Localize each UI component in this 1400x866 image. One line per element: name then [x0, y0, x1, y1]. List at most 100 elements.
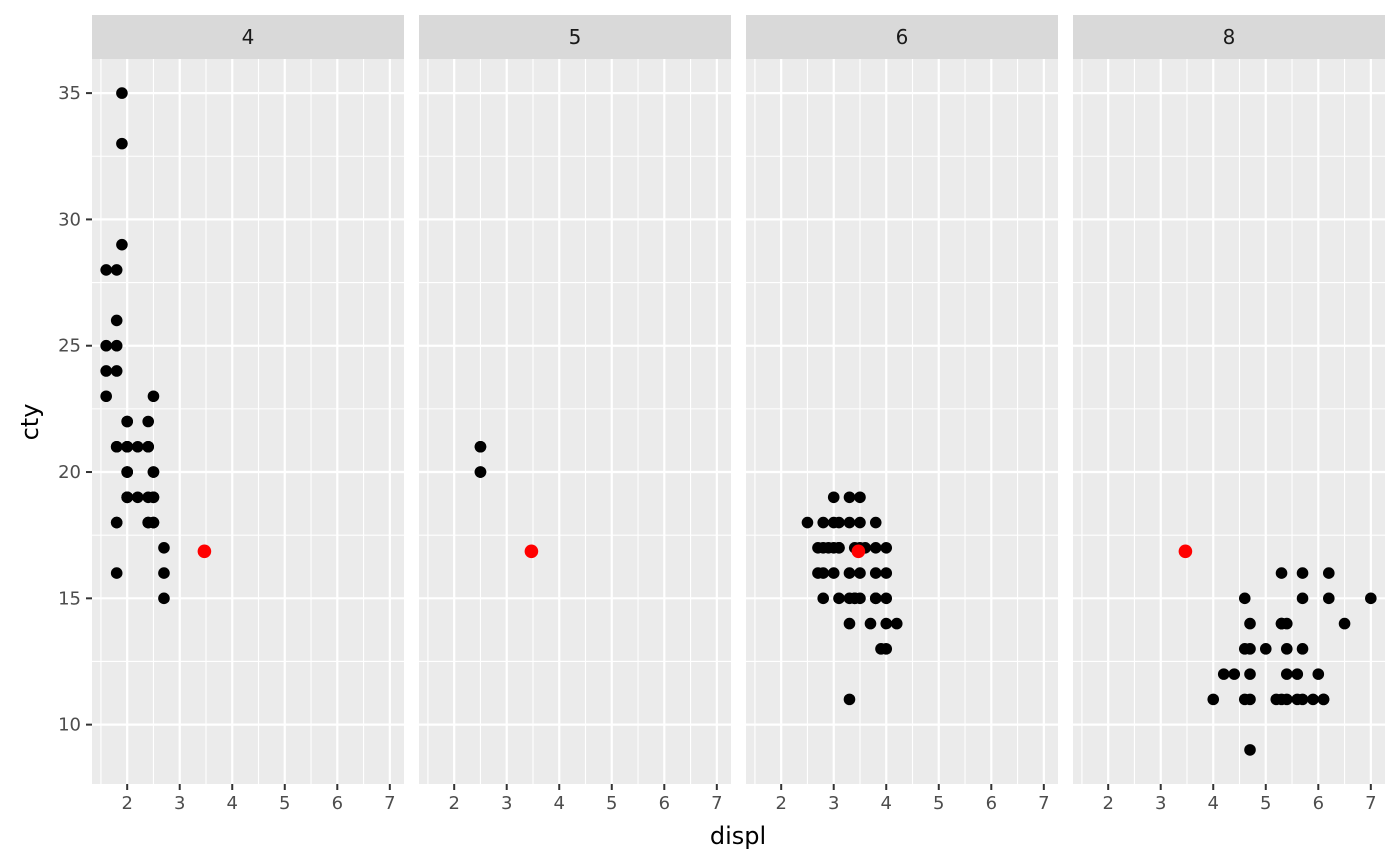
data-point [1291, 693, 1304, 706]
highlight-point [524, 544, 539, 559]
data-point [822, 542, 835, 554]
data-point [843, 491, 856, 504]
facet-strip [92, 15, 404, 59]
data-point [833, 542, 845, 554]
data-point [1280, 668, 1293, 680]
data-point [843, 516, 856, 529]
x-tick-label: 2 [448, 793, 459, 814]
data-point [142, 415, 155, 428]
facet-strip-label: 6 [896, 25, 909, 49]
y-tick-label: 10 [58, 715, 81, 736]
data-point [1244, 668, 1256, 680]
data-point [1296, 643, 1309, 655]
data-point [1307, 693, 1319, 706]
data-point [116, 137, 128, 150]
data-point [142, 491, 155, 504]
data-point [100, 339, 112, 352]
data-point [880, 592, 893, 605]
data-point [1296, 567, 1309, 579]
x-tick-label: 5 [1260, 793, 1271, 814]
x-tick-label: 2 [121, 793, 132, 814]
data-point [843, 617, 856, 630]
data-point [843, 567, 856, 579]
data-point [1280, 643, 1293, 655]
x-axis-title: displ [710, 822, 766, 850]
data-point [1238, 592, 1251, 605]
data-point [869, 516, 882, 529]
data-point [827, 567, 840, 579]
data-point [110, 567, 123, 579]
data-point [110, 440, 123, 453]
facet-panel-8: 8 2 3 4 5 6 7 [1073, 15, 1385, 814]
x-tick-label: 3 [828, 793, 839, 814]
data-point [474, 466, 487, 478]
data-point [801, 516, 814, 529]
facet-strip [746, 15, 1058, 59]
facet-panel-5: 5 2 3 4 5 6 7 [419, 15, 731, 814]
x-tick-label: 4 [881, 793, 892, 814]
facet-strip-label: 8 [1223, 25, 1236, 49]
data-point [812, 567, 824, 579]
data-point [131, 491, 144, 504]
data-point [1291, 668, 1304, 680]
x-tick-label: 2 [1102, 793, 1113, 814]
data-point [110, 339, 123, 352]
panel-background [419, 59, 731, 784]
data-point [1338, 617, 1351, 630]
data-point [110, 516, 123, 529]
y-axis: 10 15 20 25 30 35 [58, 83, 92, 736]
x-tick-label: 4 [1208, 793, 1219, 814]
facet-panel-4: 4 2 3 4 5 6 7 [92, 15, 404, 814]
data-point [100, 264, 112, 276]
data-point [1322, 592, 1335, 605]
data-point [827, 491, 840, 504]
x-tick-label: 4 [227, 793, 238, 814]
data-point [1244, 617, 1256, 630]
data-point [869, 542, 882, 554]
x-tick-label: 4 [554, 793, 565, 814]
x-tick-label: 3 [174, 793, 185, 814]
data-point [1244, 744, 1256, 756]
data-point [880, 617, 893, 630]
data-point [854, 567, 866, 579]
data-point [1322, 567, 1335, 579]
data-point [147, 466, 160, 478]
data-point [474, 440, 487, 453]
data-point [880, 542, 893, 554]
x-tick-label: 7 [1365, 793, 1376, 814]
x-tick-label: 5 [933, 793, 944, 814]
data-point [131, 440, 144, 453]
x-tick-label: 6 [986, 793, 997, 814]
facet-strip-label: 5 [569, 25, 582, 49]
facet-strip [419, 15, 731, 59]
x-tick-label: 2 [775, 793, 786, 814]
data-point [116, 87, 128, 99]
data-point [1275, 567, 1288, 579]
data-point [100, 390, 112, 403]
x-tick-label: 7 [711, 793, 722, 814]
data-point [158, 567, 170, 579]
highlight-point [851, 544, 866, 559]
data-point [158, 592, 170, 605]
data-point [142, 440, 155, 453]
y-tick-label: 20 [58, 462, 81, 483]
x-tick-label: 6 [659, 793, 670, 814]
data-point [812, 542, 824, 554]
highlight-point [1178, 544, 1193, 559]
data-point [880, 567, 893, 579]
data-point [1238, 693, 1251, 706]
data-point [1228, 668, 1241, 680]
data-point [833, 592, 845, 605]
data-point [1317, 693, 1330, 706]
data-point [121, 491, 133, 504]
y-tick-label: 35 [58, 83, 81, 104]
data-point [121, 415, 133, 428]
data-point [100, 365, 112, 377]
y-tick-label: 30 [58, 209, 81, 230]
y-axis-title: cty [16, 404, 44, 441]
facet-panels: 4 2 3 4 5 6 7 5 2 3 4 5 6 7 6 2 3 4 5 6 7 8 2 3 4 5 6 7 [92, 15, 1385, 814]
data-point [817, 516, 830, 529]
x-tick-label: 3 [1155, 793, 1166, 814]
data-point [869, 567, 882, 579]
data-point [110, 264, 123, 276]
